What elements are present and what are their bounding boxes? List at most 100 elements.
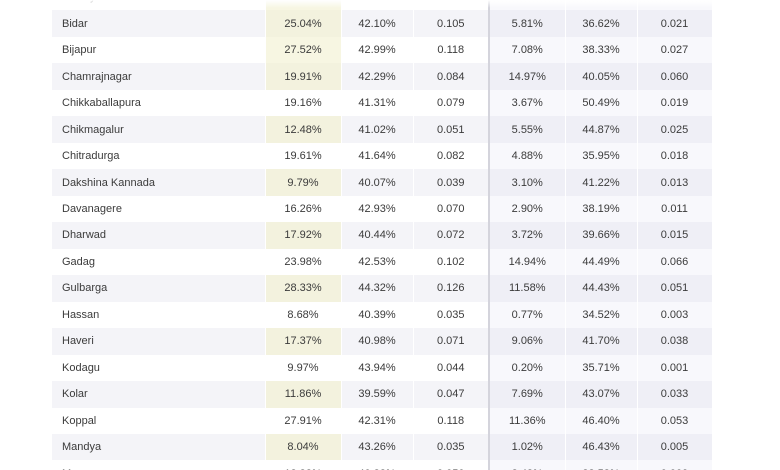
cell-value-6: 0.013 bbox=[637, 169, 713, 196]
cell-value-2: 41.31% bbox=[341, 89, 414, 117]
cell-value-2: 40.98% bbox=[341, 328, 414, 355]
cell-value-3: 0.118 bbox=[413, 407, 490, 434]
cell-value-2: 39.59% bbox=[341, 381, 414, 408]
cell-value-1: 27.91% bbox=[265, 407, 342, 434]
cell-value-3: 0.100 bbox=[413, 0, 490, 11]
cell-value-2: 42.53% bbox=[341, 248, 414, 276]
cell-value-2: 40.22% bbox=[341, 460, 414, 470]
cell-value-4: 9.06% bbox=[488, 328, 566, 355]
table-row: Dakshina Kannada 9.79% 40.07% 0.039 3.10% 41.… bbox=[52, 169, 713, 196]
cell-value-5: 50.49% bbox=[565, 89, 638, 117]
cell-district-name: Mysore bbox=[52, 460, 266, 470]
cell-value-4: 14.97% bbox=[488, 63, 566, 90]
cell-value-6: 0.060 bbox=[637, 63, 713, 90]
cell-district-name: Bijapur bbox=[52, 36, 266, 64]
cell-value-1: 11.86% bbox=[265, 381, 342, 408]
cell-value-5: 42.05% bbox=[565, 0, 638, 11]
cell-district-name: Chamrajnagar bbox=[52, 63, 266, 90]
cell-value-4: 2.90% bbox=[488, 195, 566, 223]
cell-value-1: 28.33% bbox=[265, 275, 342, 302]
cell-value-3: 0.050 bbox=[413, 460, 490, 470]
cell-value-4: 3.67% bbox=[488, 89, 566, 117]
cell-value-5: 46.43% bbox=[565, 433, 638, 461]
cell-value-6: 0.021 bbox=[637, 10, 713, 37]
table-row: Chikmagalur 12.48% 41.02% 0.051 5.55% 44.87% 0… bbox=[52, 116, 713, 143]
cell-value-3: 0.118 bbox=[413, 36, 490, 64]
cell-value-4: 1.02% bbox=[488, 433, 566, 461]
cell-value-6: 0.003 bbox=[637, 301, 713, 329]
cell-value-6: 0.025 bbox=[637, 116, 713, 143]
cell-value-1: 25.04% bbox=[265, 10, 342, 37]
cell-value-3: 0.082 bbox=[413, 142, 490, 170]
cell-value-1: 9.79% bbox=[265, 169, 342, 196]
cell-value-3: 0.102 bbox=[413, 248, 490, 276]
cell-value-3: 0.044 bbox=[413, 354, 490, 382]
cell-value-5: 38.19% bbox=[565, 195, 638, 223]
cell-value-6: 0.066 bbox=[637, 248, 713, 276]
cell-district-name: Gulbarga bbox=[52, 275, 266, 302]
cell-value-1: 23.21% bbox=[265, 0, 342, 11]
cell-value-4: 4.88% bbox=[488, 142, 566, 170]
cell-district-name: Hassan bbox=[52, 301, 266, 329]
cell-value-6: 0.053 bbox=[637, 407, 713, 434]
cell-value-4: 7.69% bbox=[488, 381, 566, 408]
table-row: Bidar 25.04% 42.10% 0.105 5.81% 36.62% 0.021 bbox=[52, 10, 713, 37]
cell-value-4: 7.08% bbox=[488, 36, 566, 64]
cell-value-3: 0.079 bbox=[413, 89, 490, 117]
cell-value-1: 9.97% bbox=[265, 354, 342, 382]
table-row: Bellary23.21%43.17%0.10010.35%42.05%0.04… bbox=[52, 0, 713, 11]
cell-value-5: 46.40% bbox=[565, 407, 638, 434]
cell-value-6: 0.005 bbox=[637, 433, 713, 461]
cell-district-name: Davanagere bbox=[52, 195, 266, 223]
cell-district-name: Gadag bbox=[52, 248, 266, 276]
cell-value-3: 0.072 bbox=[413, 222, 490, 249]
cell-value-4: 3.10% bbox=[488, 169, 566, 196]
table-row: Bijapur 27.52% 42.99% 0.118 7.08% 38.33% 0.027 bbox=[52, 36, 713, 64]
table-row: Gadag 23.98% 42.53% 0.102 14.94% 44.49% 0.066 bbox=[52, 248, 713, 276]
cell-value-1: 17.37% bbox=[265, 328, 342, 355]
cell-value-4: 10.35% bbox=[488, 0, 566, 11]
table-row: Kolar 11.86% 39.59% 0.047 7.69% 43.07% 0.033 bbox=[52, 381, 713, 408]
cell-value-3: 0.126 bbox=[413, 275, 490, 302]
cell-district-name: Chikmagalur bbox=[52, 116, 266, 143]
cell-district-name: Bellary bbox=[52, 0, 266, 11]
table-row: Gulbarga 28.33% 44.32% 0.126 11.58% 44.43% 0.0… bbox=[52, 275, 713, 302]
cell-value-5: 44.87% bbox=[565, 116, 638, 143]
cell-value-2: 42.10% bbox=[341, 10, 414, 37]
cell-value-1: 8.68% bbox=[265, 301, 342, 329]
cell-value-3: 0.035 bbox=[413, 301, 490, 329]
cell-value-5: 44.49% bbox=[565, 248, 638, 276]
cell-value-4: 14.94% bbox=[488, 248, 566, 276]
table-row: Kodagu 9.97% 43.94% 0.044 0.20% 35.71% 0.001 bbox=[52, 354, 713, 382]
cell-value-2: 40.39% bbox=[341, 301, 414, 329]
cell-value-2: 43.17% bbox=[341, 0, 414, 11]
cell-value-1: 12.32% bbox=[265, 460, 342, 470]
cell-value-4: 11.36% bbox=[488, 407, 566, 434]
cell-value-1: 16.26% bbox=[265, 195, 342, 223]
table-row: Chikkaballapura 19.16% 41.31% 0.079 3.67% 50.… bbox=[52, 89, 713, 117]
cell-district-name: Mandya bbox=[52, 433, 266, 461]
cell-value-3: 0.084 bbox=[413, 63, 490, 90]
cell-district-name: Bidar bbox=[52, 10, 266, 37]
cell-value-3: 0.047 bbox=[413, 381, 490, 408]
table-row: Koppal 27.91% 42.31% 0.118 11.36% 46.40% 0.053 bbox=[52, 407, 713, 434]
table-row: Hassan 8.68% 40.39% 0.035 0.77% 34.52% 0.003 bbox=[52, 301, 713, 329]
cell-value-3: 0.039 bbox=[413, 169, 490, 196]
cell-value-2: 44.32% bbox=[341, 275, 414, 302]
cell-value-5: 38.33% bbox=[565, 36, 638, 64]
cell-value-5: 38.58% bbox=[565, 460, 638, 470]
cell-value-5: 36.62% bbox=[565, 10, 638, 37]
cell-value-1: 19.61% bbox=[265, 142, 342, 170]
cell-value-5: 39.66% bbox=[565, 222, 638, 249]
cell-value-3: 0.035 bbox=[413, 433, 490, 461]
cell-value-5: 41.70% bbox=[565, 328, 638, 355]
cell-value-2: 41.02% bbox=[341, 116, 414, 143]
cell-value-2: 40.44% bbox=[341, 222, 414, 249]
cell-value-5: 35.71% bbox=[565, 354, 638, 382]
cell-value-2: 43.94% bbox=[341, 354, 414, 382]
cell-value-1: 23.98% bbox=[265, 248, 342, 276]
cell-value-5: 35.95% bbox=[565, 142, 638, 170]
cell-value-6: 0.001 bbox=[637, 354, 713, 382]
cell-value-6: 0.027 bbox=[637, 36, 713, 64]
cell-district-name: Kolar bbox=[52, 381, 266, 408]
